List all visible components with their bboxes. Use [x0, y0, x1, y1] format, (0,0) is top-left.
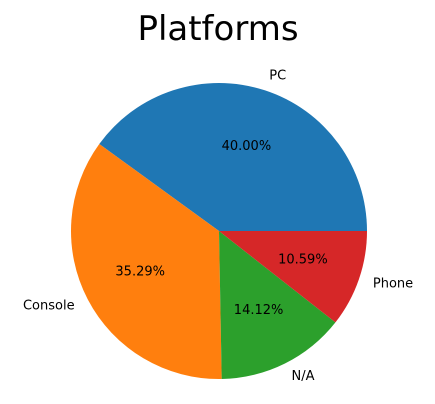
chart-title: Platforms — [137, 9, 298, 49]
pie-labels: PC 40.00% Console 35.29% N/A 14.12% Phone 10.59… — [23, 69, 413, 385]
slice-label-console: Console — [23, 299, 75, 314]
slice-label-phone: Phone — [373, 277, 413, 292]
pie-slice-phone — [219, 231, 367, 323]
pie-slice-console — [71, 144, 222, 380]
pie-slice-n-a — [219, 231, 336, 379]
slice-percent-pc: 40.00% — [222, 139, 272, 154]
pie-slice-pc — [99, 83, 368, 231]
slice-percent-console: 35.29% — [115, 265, 165, 280]
slice-percent-phone: 10.59% — [278, 253, 328, 268]
slice-label-n-a: N/A — [292, 369, 315, 384]
slice-label-pc: PC — [269, 69, 286, 84]
pie-slices — [71, 83, 368, 380]
slice-percent-n-a: 14.12% — [234, 303, 284, 318]
